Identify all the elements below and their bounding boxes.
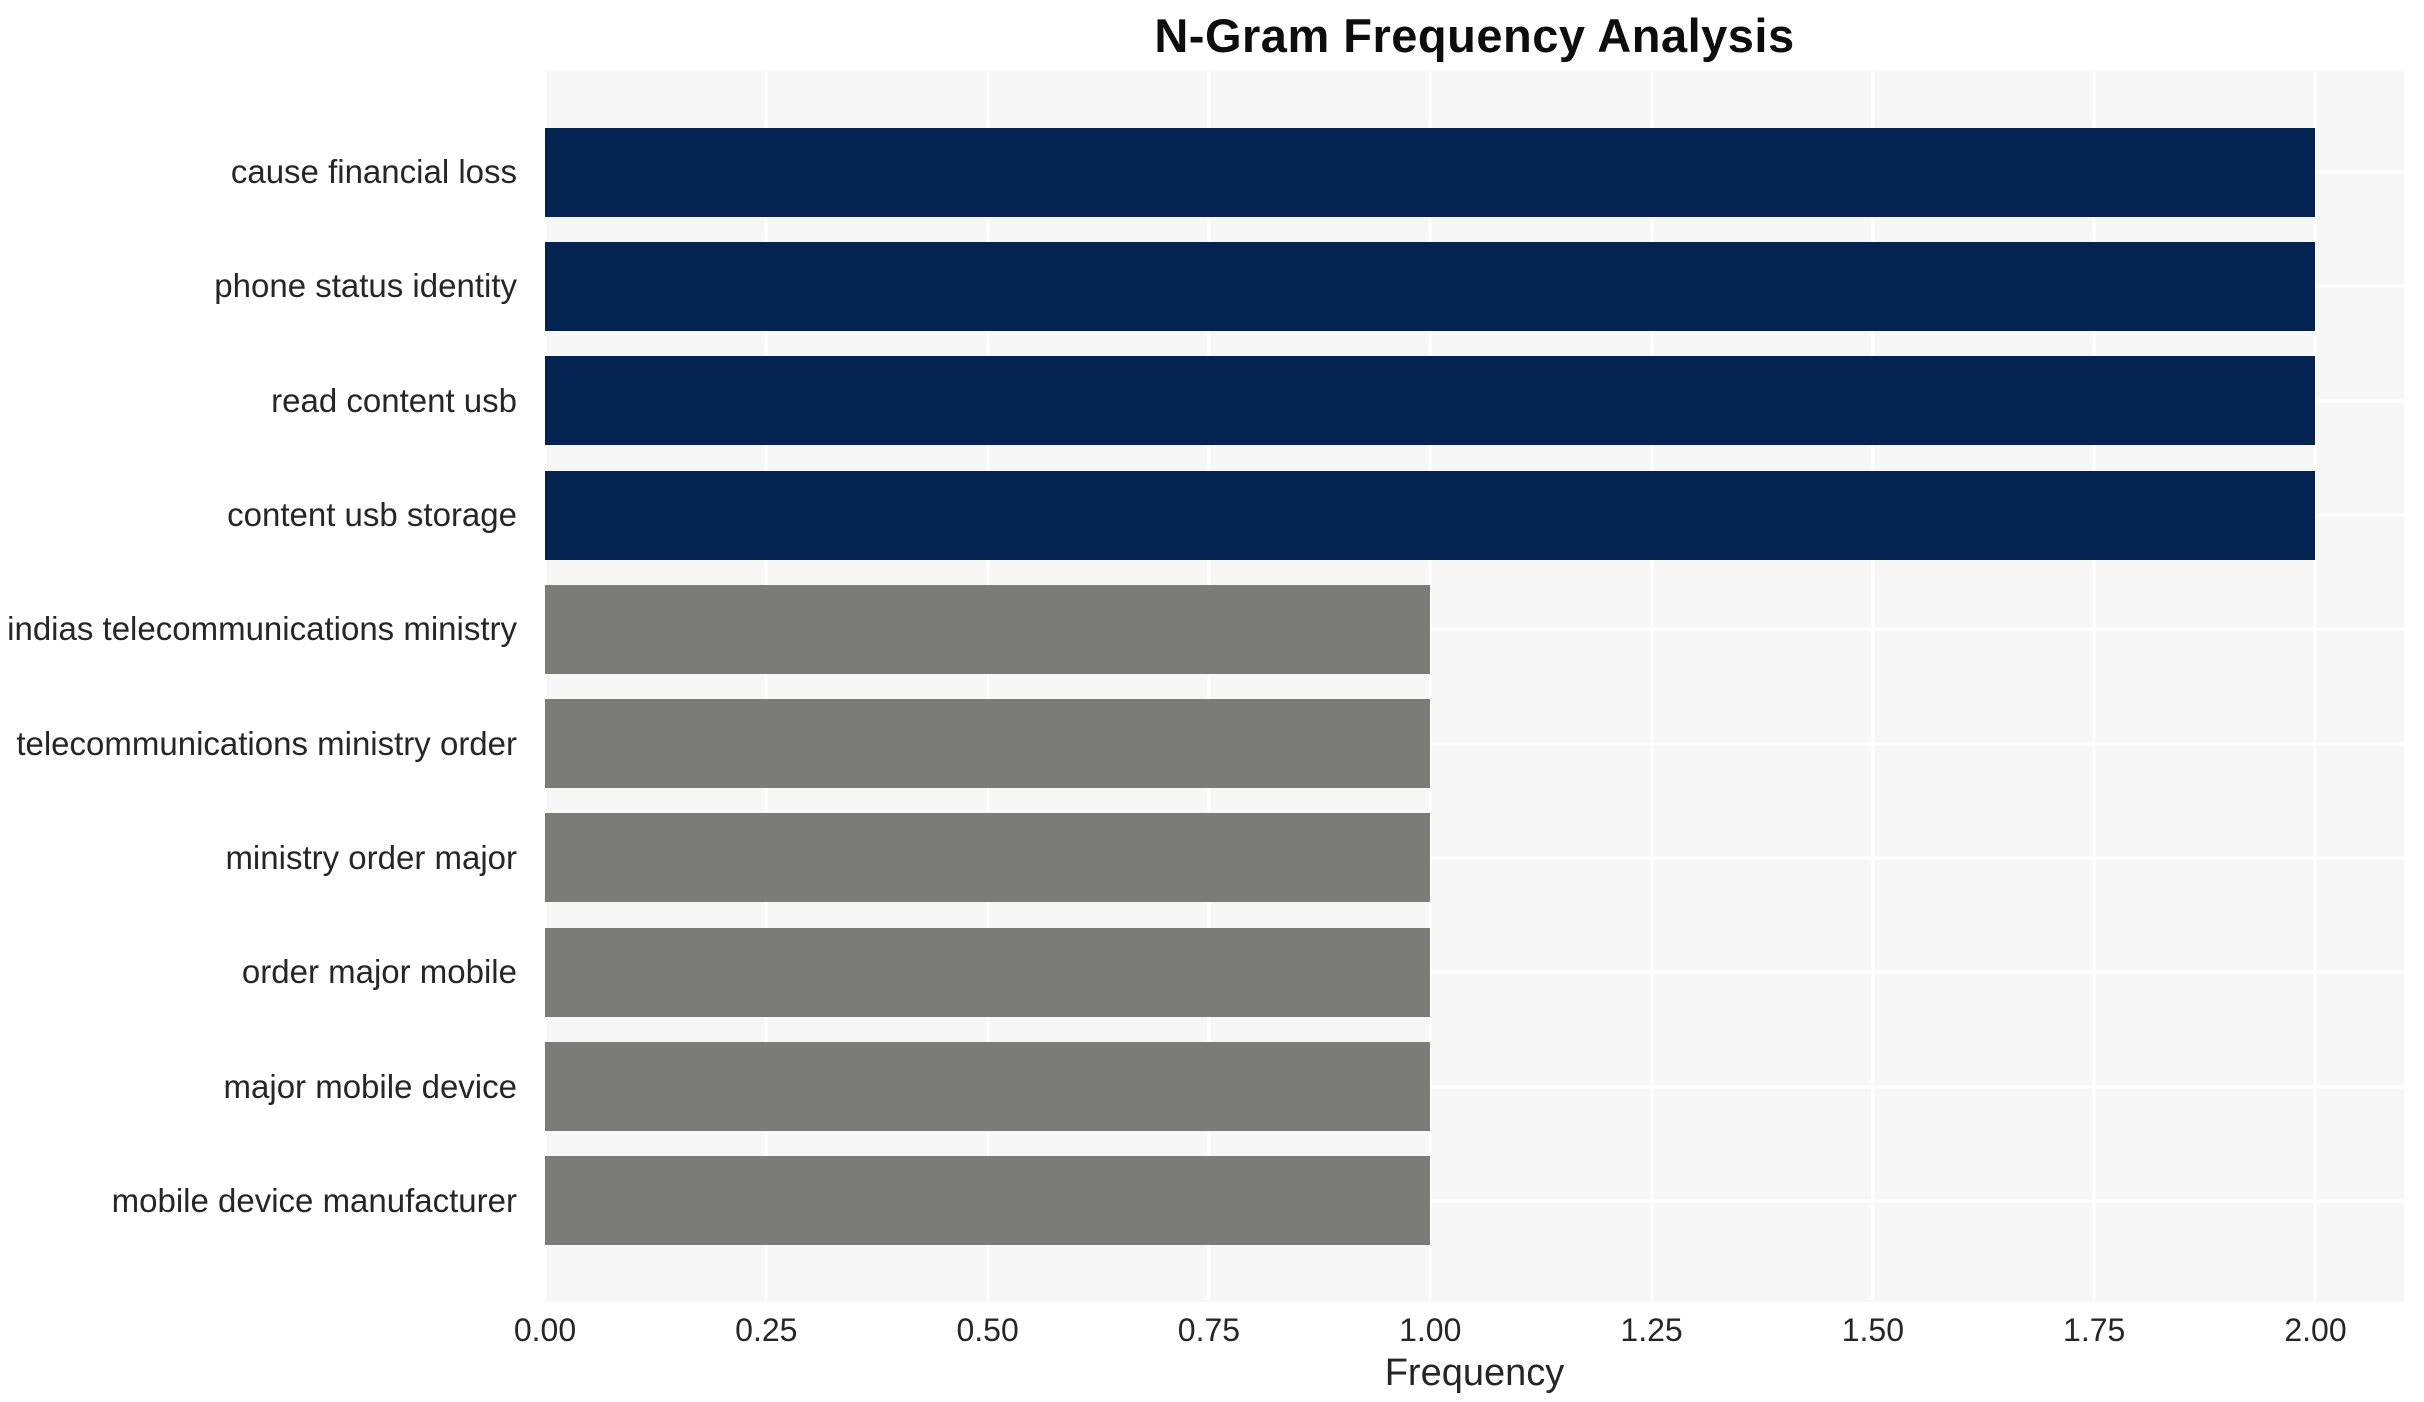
gridline-horizontal: [545, 1199, 2404, 1203]
gridline-horizontal: [545, 856, 2404, 860]
category-label: ministry order major: [225, 838, 517, 876]
category-label: cause financial loss: [230, 153, 517, 191]
gridline-vertical: [2313, 71, 2317, 1302]
category-label: read content usb: [271, 381, 517, 419]
x-tick-label: 0.75: [1177, 1312, 1241, 1348]
category-label: indias telecommunications ministry: [7, 610, 517, 648]
bar: [545, 127, 2316, 217]
category-label: content usb storage: [227, 496, 517, 534]
gridline-vertical: [1650, 71, 1654, 1302]
x-tick-label: 0.00: [513, 1312, 577, 1348]
x-tick-label: 1.75: [2063, 1312, 2126, 1348]
x-tick-label: 1.00: [1399, 1312, 1462, 1348]
x-axis-ticks: 0.00 0.25 0.50 0.75 1.00 1.25 1.50 1.75 2.00: [514, 1312, 2404, 1356]
bar: [545, 584, 1431, 674]
gridline-vertical: [2092, 71, 2096, 1302]
bar: [545, 241, 2316, 331]
x-tick-label: 0.50: [956, 1312, 1019, 1348]
category-label: phone status identity: [214, 267, 517, 305]
x-tick-label: 1.50: [1841, 1312, 1904, 1348]
x-tick-label: 2.00: [2284, 1312, 2347, 1348]
bar: [545, 813, 1431, 903]
category-label: order major mobile: [241, 953, 517, 991]
gridline-vertical: [764, 71, 768, 1302]
gridline-vertical: [543, 71, 547, 1302]
gridline-horizontal: [545, 970, 2404, 974]
plot-area: [543, 71, 2404, 1302]
x-axis-label: Frequency: [1384, 1352, 1565, 1394]
x-tick-label: 0.25: [735, 1312, 798, 1348]
bar: [545, 927, 1431, 1017]
gridline-vertical: [986, 71, 990, 1302]
gridline-vertical: [1871, 71, 1875, 1302]
gridline-horizontal: [545, 742, 2404, 746]
gridline-horizontal: [545, 1085, 2404, 1089]
bar: [545, 470, 2316, 560]
category-label: major mobile device: [223, 1067, 517, 1105]
gridline-vertical: [1207, 71, 1211, 1302]
bar: [545, 1156, 1431, 1246]
x-tick-label: 1.25: [1620, 1312, 1683, 1348]
category-label: telecommunications ministry order: [16, 724, 517, 762]
y-axis-labels: cause financial loss phone status identit…: [0, 71, 531, 1302]
gridline-vertical: [1428, 71, 1432, 1302]
category-label: mobile device manufacturer: [111, 1181, 517, 1219]
bar: [545, 1042, 1431, 1132]
bar: [545, 699, 1431, 789]
chart-title: N-Gram Frequency Analysis: [1154, 9, 1795, 62]
gridline-horizontal: [545, 627, 2404, 631]
bar: [545, 356, 2316, 446]
